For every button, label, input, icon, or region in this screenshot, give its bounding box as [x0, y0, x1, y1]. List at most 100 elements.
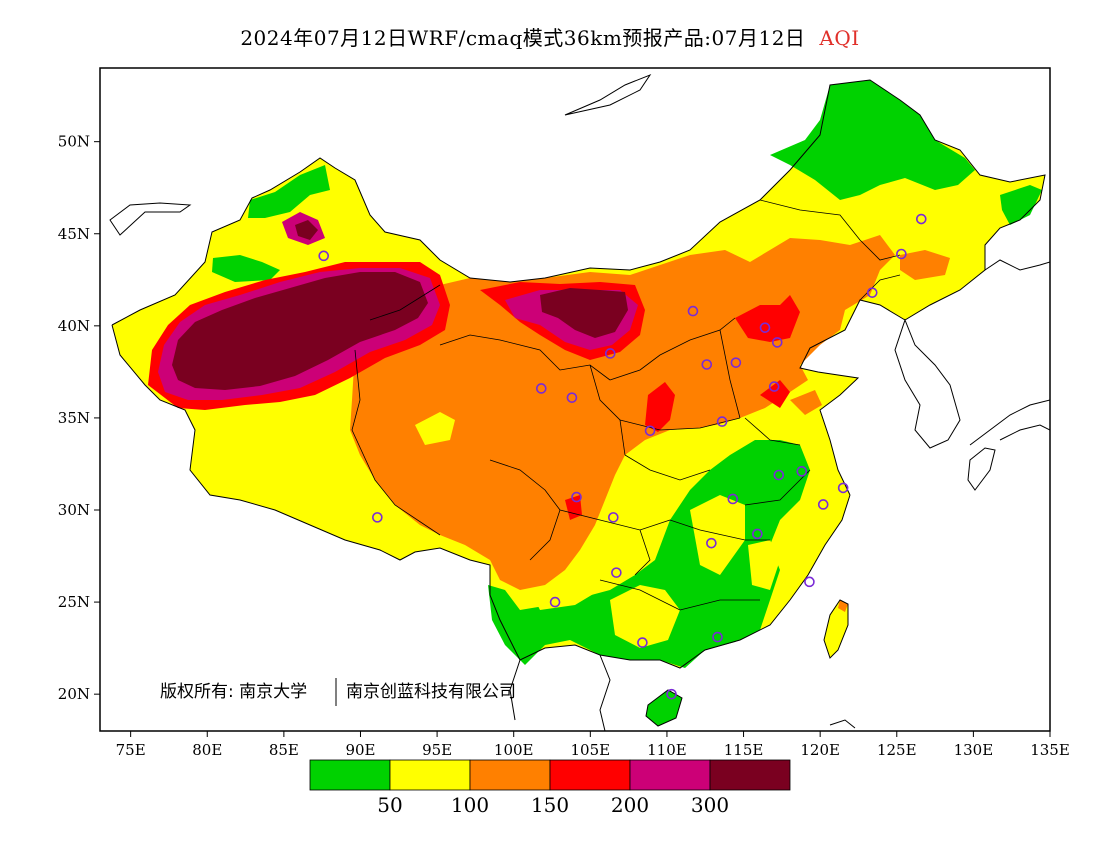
lon-tick-label: 85E: [269, 741, 299, 759]
colorbar-label: 100: [451, 793, 489, 817]
copyright-right: 南京创蓝科技有限公司: [346, 682, 516, 702]
aqi-field-green-xinjiang-north: [248, 165, 330, 218]
city-marker: [571, 491, 582, 503]
city-marker: [549, 596, 561, 608]
longitude-axis: 75E 80E 85E 90E 95E 100E 105E 110E 115E 120E 125E 1…: [116, 731, 1070, 759]
aqi-field-maroon-alxa: [540, 288, 628, 338]
lon-tick-label: 75E: [116, 741, 146, 759]
lon-tick-label: 125E: [877, 741, 917, 759]
colorbar-swatch: [469, 759, 551, 791]
colorbar-swatch: [629, 759, 711, 791]
lon-tick-label: 90E: [345, 741, 375, 759]
latitude-axis: 20N 25N 30N 35N 40N 45N 50N: [58, 133, 100, 703]
colorbar-swatch: [309, 759, 391, 791]
lon-tick-label: 80E: [192, 741, 222, 759]
aqi-field-yellow-tibet-hole: [415, 412, 455, 445]
city-marker: [372, 512, 383, 523]
city-marker: [804, 576, 815, 588]
aqi-field-yellow-taiwan: [824, 600, 848, 658]
city-marker: [666, 688, 677, 700]
hainan-outline: [645, 689, 683, 727]
aqi-field-maroon-tarim: [172, 272, 428, 390]
colorbar-label: 200: [611, 793, 649, 817]
aqi-field-green-heilongjiang-east: [1000, 185, 1042, 225]
province-lines: [351, 199, 901, 611]
city-marker: [796, 466, 808, 477]
lon-tick-label: 135E: [1030, 741, 1070, 759]
lon-tick-label: 100E: [494, 741, 534, 759]
city-marker: [566, 392, 578, 403]
korea-outline: [894, 318, 961, 449]
city-marker: [637, 637, 648, 648]
lat-tick-label: 20N: [58, 685, 90, 703]
city-marker: [773, 469, 785, 481]
colorbar-label: 300: [691, 793, 729, 817]
colorbar-label: 150: [531, 793, 569, 817]
colorbar-label: 50: [377, 793, 402, 817]
aqi-field-yellow-hunan: [690, 495, 745, 575]
title-main: 2024年07月12日WRF/cmaq模式36km预报产品:07月12日: [240, 26, 806, 50]
lat-tick-label: 40N: [58, 317, 90, 335]
lon-tick-label: 115E: [724, 741, 764, 759]
lon-tick-label: 120E: [800, 741, 840, 759]
map-frame: [99, 67, 1051, 732]
city-marker: [604, 348, 616, 359]
china-border: [111, 79, 1046, 326]
city-marker: [771, 337, 783, 348]
aqi-field-yellow-guangxi: [610, 585, 680, 648]
lat-tick-label: 50N: [58, 133, 90, 151]
aqi-field-green-xinjiang-west: [212, 255, 280, 282]
aqi-fields: [112, 80, 1045, 726]
china-border-south: [111, 324, 851, 669]
city-marker: [915, 213, 927, 225]
city-marker: [727, 493, 739, 505]
boundaries: [109, 73, 1050, 731]
lat-tick-label: 25N: [58, 593, 90, 611]
south-sea-islands: [829, 719, 856, 729]
lon-tick-label: 95E: [422, 741, 452, 759]
city-marker: [817, 499, 829, 510]
city-marker: [759, 322, 771, 333]
colorbar: 50 100 150 200 300: [309, 759, 791, 817]
city-markers: [318, 213, 927, 700]
city-marker: [896, 248, 907, 260]
colorbar-swatch: [709, 759, 791, 791]
copyright-block: 版权所有: 南京大学 南京创蓝科技有限公司: [160, 678, 516, 706]
aqi-field-orange-shandong: [790, 390, 822, 415]
lat-tick-label: 45N: [58, 225, 90, 243]
vietnam-coast: [509, 654, 611, 731]
city-marker: [716, 416, 728, 427]
lat-tick-label: 30N: [58, 501, 90, 519]
aqi-field-red-jiangsu: [760, 380, 790, 408]
city-marker: [608, 512, 619, 523]
lat-tick-label: 35N: [58, 409, 90, 427]
colorbar-swatch: [389, 759, 471, 791]
lon-tick-label: 130E: [954, 741, 994, 759]
city-marker: [752, 528, 763, 540]
map-title: 2024年07月12日WRF/cmaq模式36km预报产品:07月12日 AQI: [0, 22, 1100, 51]
kazakh-lake: [109, 202, 192, 236]
aqi-field-red-shanxi: [645, 382, 675, 432]
city-marker: [768, 381, 780, 392]
aqi-field-yellow-jiangxi: [748, 540, 780, 590]
city-marker: [712, 631, 723, 643]
city-marker: [701, 359, 713, 370]
lon-tick-label: 105E: [571, 741, 611, 759]
city-marker: [866, 287, 878, 298]
taiwan-outline: [823, 599, 849, 659]
aqi-field-red-beijing: [735, 295, 800, 342]
japan-outline: [967, 399, 1050, 491]
city-marker: [644, 425, 656, 437]
aqi-field-orange-jilin: [900, 250, 950, 280]
aqi-field-green-northeast: [770, 80, 975, 200]
lon-tick-label: 110E: [647, 741, 687, 759]
colorbar-swatch: [549, 759, 631, 791]
copyright-left: 版权所有: 南京大学: [160, 682, 307, 702]
city-marker: [318, 250, 330, 262]
city-marker: [706, 537, 717, 549]
city-marker: [730, 357, 742, 368]
russia-coast: [564, 73, 1050, 271]
city-marker: [837, 482, 849, 494]
title-variable: AQI: [819, 26, 860, 50]
